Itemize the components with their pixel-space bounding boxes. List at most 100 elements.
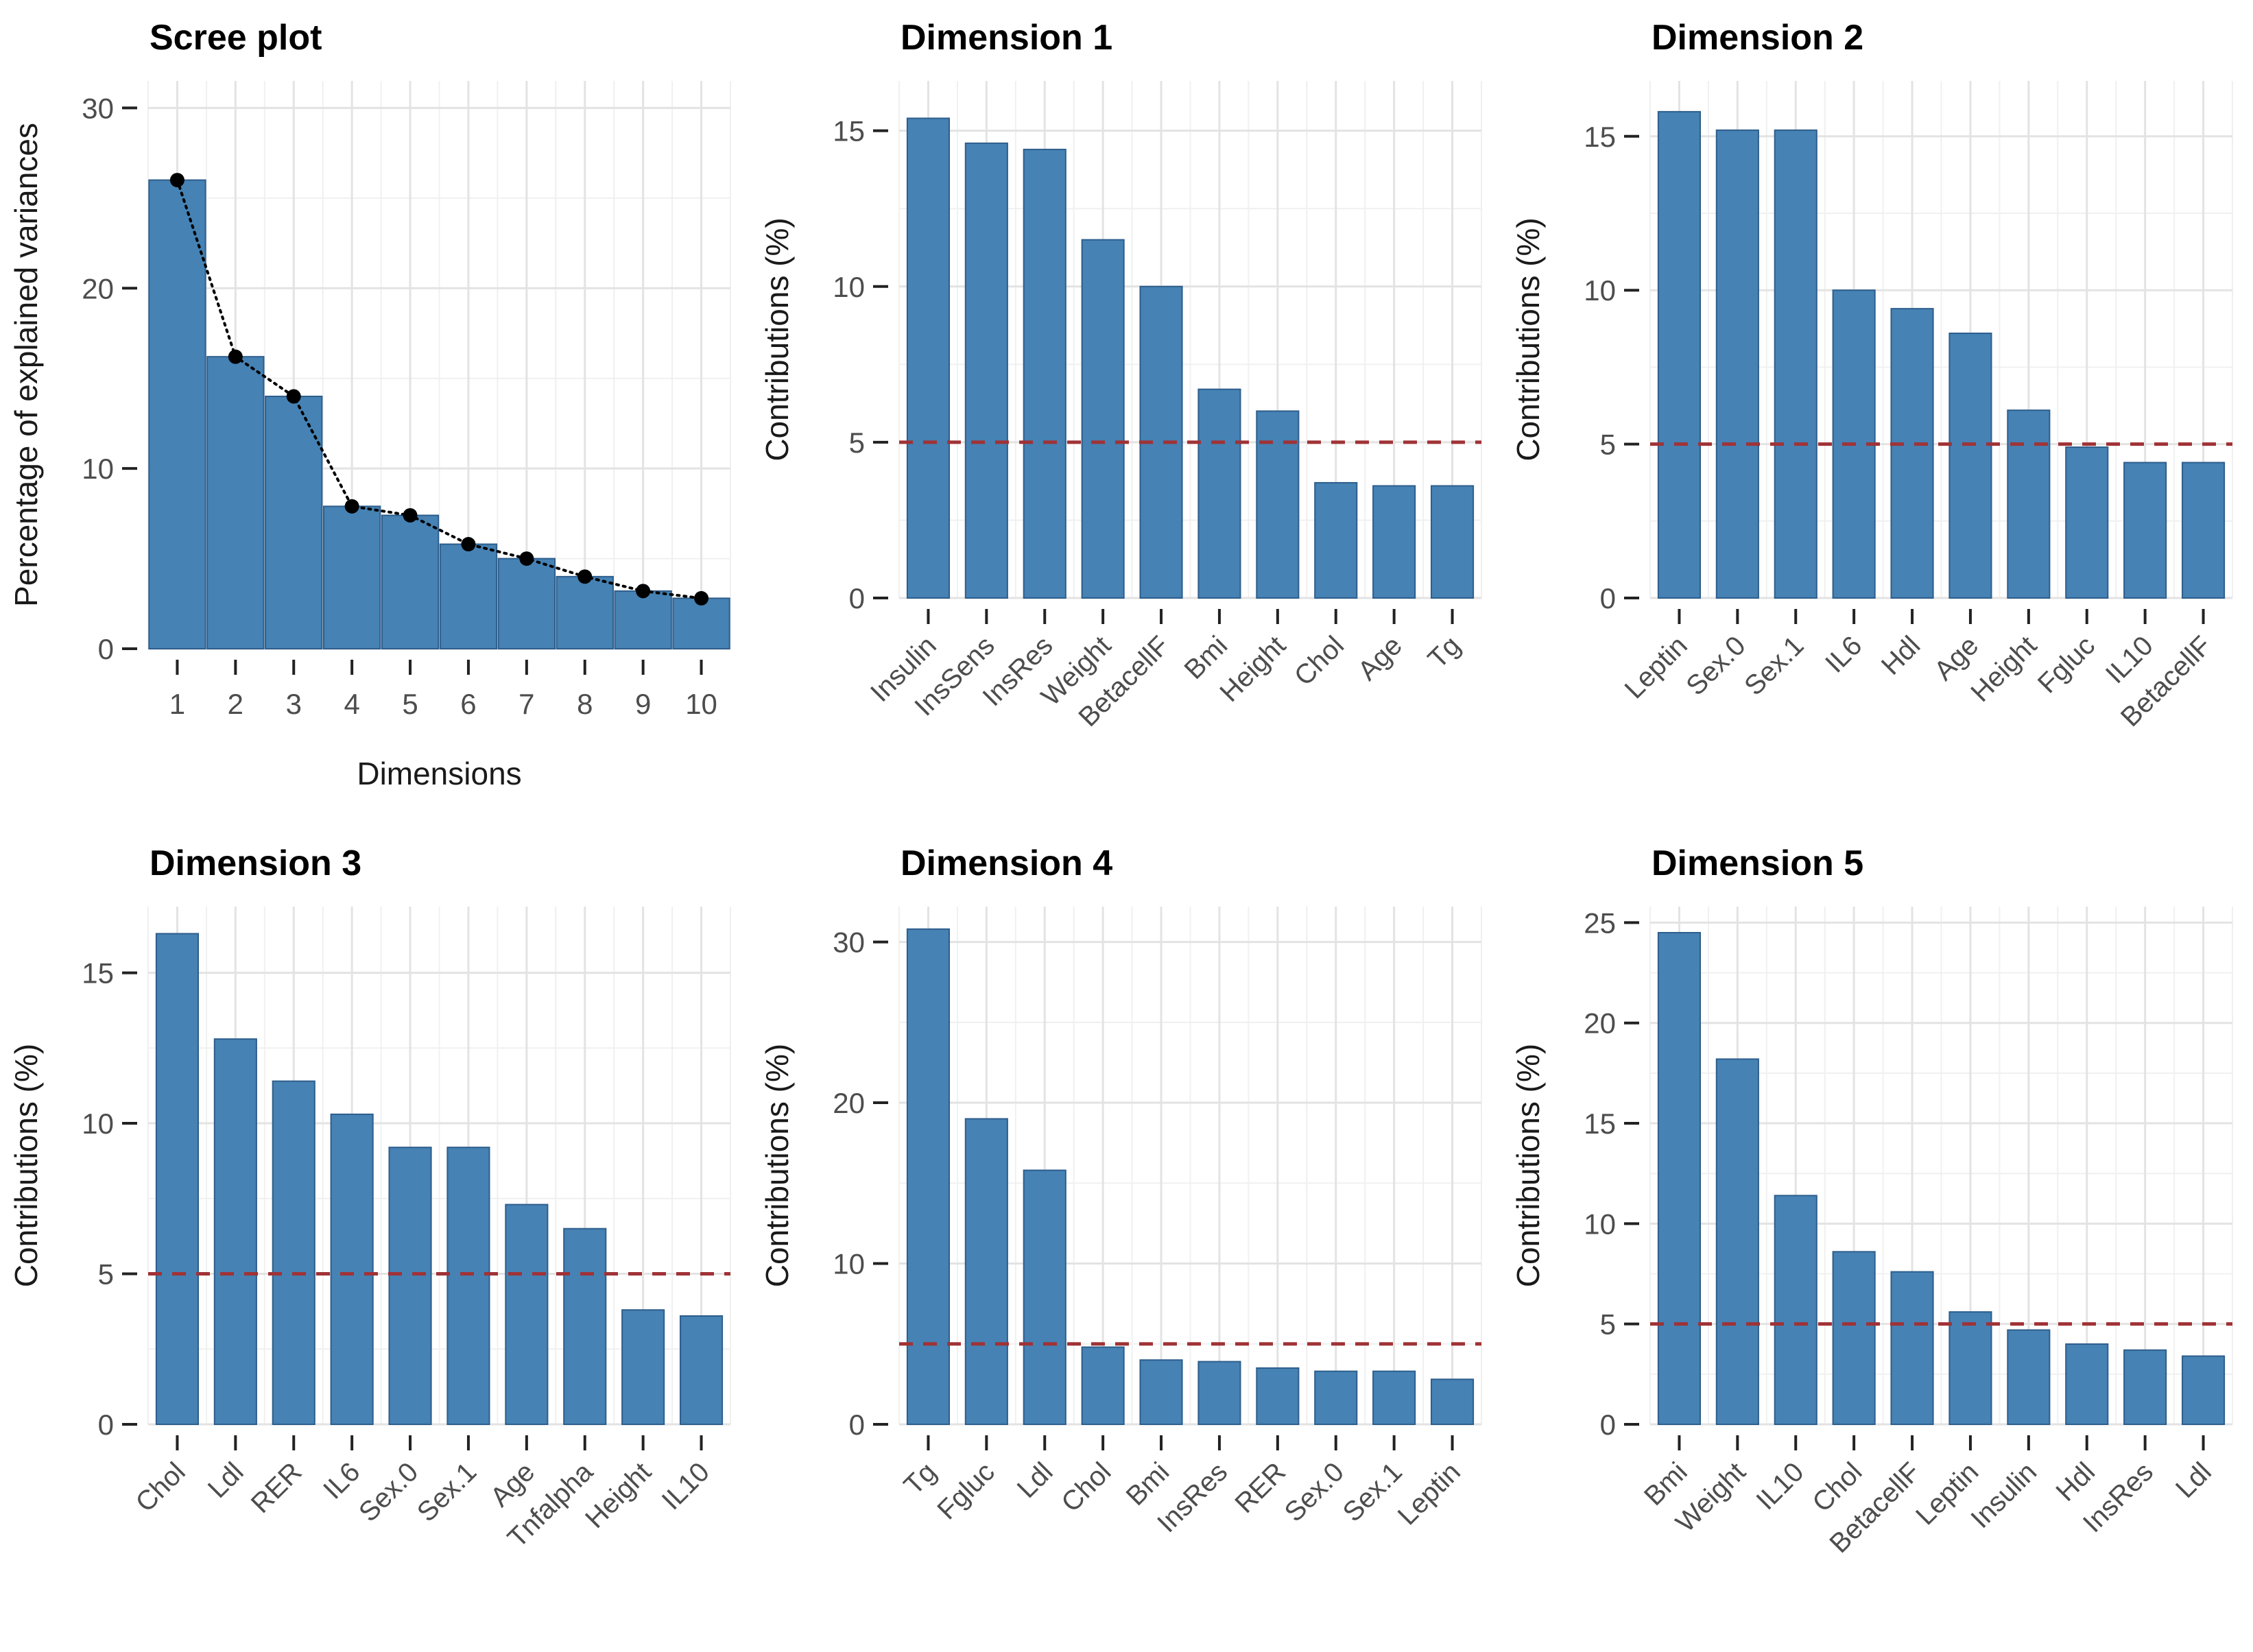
bar xyxy=(1430,1378,1475,1426)
panel-dimension-2: 0 5 10 15 Leptin Sex.0 Sex.1 IL6 Hdl Age Height Fgl… xyxy=(1502,0,2253,826)
y-tick-label: 25 xyxy=(1584,907,1616,939)
y-tick-label: 15 xyxy=(1584,121,1616,153)
chart-title: Dimension 2 xyxy=(1652,18,1863,58)
bar xyxy=(1372,485,1416,599)
bar xyxy=(1314,481,1358,599)
bar xyxy=(2181,462,2226,599)
bar xyxy=(330,1113,374,1425)
scree-point xyxy=(286,389,301,404)
y-tick-label: 20 xyxy=(82,272,114,304)
bar xyxy=(439,543,498,649)
scree-point xyxy=(519,551,534,566)
dimension-5-chart: 0510152025BmiWeightIL10CholBetacellFLept… xyxy=(1510,843,2233,1559)
y-axis-title: Contributions (%) xyxy=(1510,1044,1546,1287)
x-tick-label: Ldl xyxy=(202,1457,250,1504)
x-tick-label: Leptin xyxy=(1619,630,1693,704)
x-tick-label: Sex.0 xyxy=(1279,1457,1350,1527)
x-tick-label: Leptin xyxy=(1392,1457,1466,1531)
x-tick-label: Height xyxy=(1965,630,2042,708)
y-tick-label: 10 xyxy=(82,1108,114,1140)
bar xyxy=(1890,308,1934,599)
panel-dimension-1: 0 5 10 15 Insulin InsSens InsRes Weight Betacell… xyxy=(751,0,1502,826)
bar xyxy=(1657,110,1702,599)
panel-dimension-5: 0 5 10 15 20 25 Bmi Weight IL10 Chol BetacellF Lept… xyxy=(1502,826,2253,1652)
x-tick-label: Tg xyxy=(1422,630,1466,674)
panel-scree-plot: 0 10 20 30 1 2 3 4 5 6 7 8 9 10 Dimensions Percentage o… xyxy=(0,0,751,826)
x-tick-label: Ldl xyxy=(1012,1457,1059,1504)
x-tick-label: Sex.1 xyxy=(1337,1457,1408,1527)
x-tick-label: Fgluc xyxy=(931,1457,1000,1525)
x-tick-label: 7 xyxy=(518,688,534,720)
x-tick-label: Sex.1 xyxy=(412,1457,482,1527)
y-tick-label: 0 xyxy=(98,633,114,665)
x-tick-label: Height xyxy=(1214,630,1291,708)
chart-title: Dimension 4 xyxy=(901,843,1112,883)
x-tick-label: Age xyxy=(1352,630,1408,686)
scree-point xyxy=(169,173,184,188)
bar xyxy=(1774,1195,1817,1425)
x-tick-label: IL6 xyxy=(1820,630,1868,678)
panel-dimension-4: 0 10 20 30 Tg Fgluc Ldl Chol Bmi InsRes RER Sex.0 Se… xyxy=(751,826,1502,1652)
bar xyxy=(1081,1346,1125,1426)
scree-point xyxy=(461,537,476,552)
y-axis-title: Contributions (%) xyxy=(759,217,795,461)
chart-title: Scree plot xyxy=(150,18,322,58)
bar xyxy=(1948,1311,1992,1425)
bar xyxy=(1023,1169,1066,1425)
y-tick-label: 0 xyxy=(98,1409,114,1441)
x-tick-label: 1 xyxy=(169,688,185,720)
y-axis-title: Contributions (%) xyxy=(1510,217,1546,461)
bar xyxy=(2065,1343,2109,1425)
bar xyxy=(206,356,265,650)
scree-point xyxy=(228,349,243,364)
y-tick-label: 0 xyxy=(1600,582,1616,614)
x-axis-title: Dimensions xyxy=(357,756,521,791)
scree-point xyxy=(636,584,651,599)
y-tick-label: 30 xyxy=(82,92,114,124)
bar xyxy=(265,396,323,649)
y-tick-label: 0 xyxy=(1600,1409,1616,1441)
scree-point xyxy=(403,507,418,523)
scree-point xyxy=(577,569,593,584)
y-tick-label: 5 xyxy=(1600,429,1616,461)
x-tick-label: Tg xyxy=(898,1457,942,1500)
x-tick-label: IL10 xyxy=(1750,1457,1809,1516)
x-tick-label: Ldl xyxy=(2170,1457,2217,1504)
y-tick-label: 15 xyxy=(833,115,865,147)
x-tick-label: 2 xyxy=(228,688,243,720)
y-tick-label: 5 xyxy=(849,427,865,459)
bar xyxy=(1657,932,1702,1425)
y-tick-label: 20 xyxy=(833,1087,865,1119)
chart-title: Dimension 5 xyxy=(1652,843,1863,883)
bar xyxy=(155,933,200,1426)
y-axis-title: Percentage of explained variances xyxy=(8,123,44,607)
bar xyxy=(1197,388,1241,599)
x-tick-label: Sex.0 xyxy=(1680,630,1751,701)
bar xyxy=(148,179,206,650)
scree-point xyxy=(344,499,359,514)
bar xyxy=(2007,1329,2051,1425)
x-tick-label: Chol xyxy=(130,1457,191,1518)
bar xyxy=(1948,333,1992,599)
bar xyxy=(1081,239,1125,599)
x-tick-label: Chol xyxy=(1056,1457,1117,1518)
bar xyxy=(1197,1361,1241,1426)
y-tick-label: 30 xyxy=(833,926,865,959)
y-tick-label: 5 xyxy=(98,1258,114,1291)
x-tick-label: 5 xyxy=(402,688,418,720)
scree-point xyxy=(694,590,709,606)
dimension-1-chart: 051015InsulinInsSensInsResWeightBetacell… xyxy=(759,18,1482,732)
bar xyxy=(1715,1058,1759,1426)
y-tick-label: 10 xyxy=(833,1248,865,1280)
bar xyxy=(621,1309,665,1426)
bar xyxy=(964,1118,1008,1425)
bar xyxy=(1314,1370,1358,1425)
bar xyxy=(964,142,1008,599)
x-tick-label: Insulin xyxy=(1965,1457,2042,1534)
panel-dimension-3: 0 5 10 15 Chol Ldl RER IL6 Sex.0 Sex.1 Age Tnfalpha… xyxy=(0,826,751,1652)
x-tick-label: RER xyxy=(246,1457,308,1519)
x-tick-label: 8 xyxy=(577,688,593,720)
